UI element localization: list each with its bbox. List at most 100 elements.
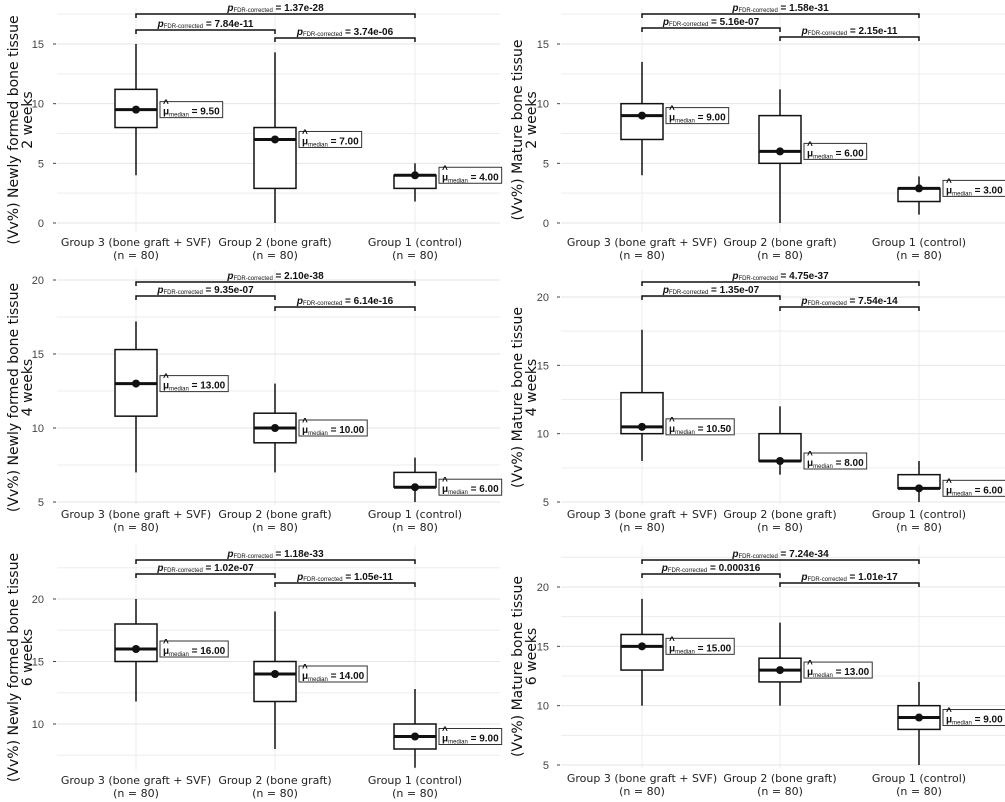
median-label: μmedian = 13.00^: [159, 373, 229, 393]
median-label-text: μmedian = 10.50: [669, 424, 732, 436]
median-value: = 16.00: [189, 646, 226, 657]
p-value-label: pFDR-corrected = 9.35e-07: [156, 285, 254, 296]
significance-bracket: [641, 559, 920, 564]
median-label-box: [298, 419, 368, 437]
significance-bracket: [135, 559, 416, 564]
significance-bracket: [779, 36, 920, 41]
p-value-label: pFDR-corrected = 5.16e-07: [662, 17, 760, 28]
median-label: μmedian = 7.00^: [298, 128, 363, 148]
y-tick-label: 5: [543, 158, 549, 170]
x-tick-label: Group 1 (control): [368, 774, 462, 787]
median-label-text: μmedian = 9.00: [669, 113, 726, 125]
y-axis-label-weeks: 6 weeks: [524, 628, 540, 685]
p-subscript: FDR-corrected: [233, 554, 272, 560]
x-tick-n-label: (n = 80): [896, 785, 942, 798]
p-value: = 3.74e-06: [342, 27, 393, 38]
median-point: [132, 645, 140, 653]
median-point: [271, 424, 279, 432]
median-label-box: [298, 665, 368, 683]
significance-bracket: [274, 37, 416, 42]
p-symbol: p: [801, 26, 808, 37]
hat-symbol: ^: [669, 416, 675, 427]
median-point: [915, 184, 923, 193]
p-symbol: p: [296, 572, 303, 583]
x-tick-label: Group 3 (bone graft + SVF): [567, 236, 717, 249]
mu-subscript: median: [308, 677, 328, 683]
x-tick-label: Group 3 (bone graft + SVF): [61, 236, 211, 249]
p-symbol: p: [226, 271, 233, 282]
y-tick-label: 15: [32, 39, 44, 51]
p-value-label: pFDR-corrected = 6.14e-16: [296, 296, 394, 307]
significance-bracket: [274, 306, 416, 311]
hat-symbol: ^: [442, 726, 448, 737]
p-subscript: FDR-corrected: [164, 24, 203, 30]
mu-symbol: μ: [302, 425, 308, 436]
median-label-box: [438, 166, 503, 184]
x-tick-label: Group 3 (bone graft + SVF): [567, 508, 717, 521]
median-value: = 6.00: [972, 485, 1003, 496]
y-axis-label: (Vv%) Newly formed bone tissue: [6, 283, 22, 512]
mu-subscript: median: [675, 119, 695, 125]
mu-subscript: median: [813, 154, 833, 160]
y-axis-label-weeks: 2 weeks: [20, 91, 36, 148]
box: [758, 114, 802, 165]
median-label-text: μmedian = 9.00: [442, 734, 499, 746]
mu-symbol: μ: [669, 643, 675, 654]
x-tick-n-label: (n = 80): [896, 521, 942, 534]
median-label: μmedian = 4.00^: [438, 164, 503, 184]
mu-subscript: median: [169, 387, 189, 393]
y-tick-label: 5: [38, 158, 44, 170]
x-tick-n-label: (n = 80): [619, 785, 665, 798]
median-label-text: μmedian = 8.00: [807, 458, 864, 470]
mu-subscript: median: [169, 652, 189, 658]
p-value-label: pFDR-corrected = 1.58e-31: [731, 3, 829, 14]
median-label-text: μmedian = 15.00: [669, 643, 732, 655]
mu-symbol: μ: [807, 148, 813, 159]
median-value: = 9.50: [189, 107, 220, 118]
mu-subscript: median: [448, 740, 468, 746]
mu-symbol: μ: [946, 185, 952, 196]
median-label: μmedian = 13.00^: [803, 659, 873, 679]
x-tick-n-label: (n = 80): [392, 521, 438, 534]
p-value-label: pFDR-corrected = 1.35e-07: [662, 285, 760, 296]
y-axis-label: (Vv%) Newly formed bone tissue: [6, 15, 22, 244]
y-tick-label: 10: [32, 719, 44, 731]
median-point: [776, 457, 784, 465]
y-tick-label: 0: [38, 218, 44, 230]
x-tick-n-label: (n = 80): [392, 787, 438, 800]
significance-bracket: [135, 29, 276, 34]
significance-bracket: [641, 13, 920, 18]
mu-subscript: median: [952, 191, 972, 197]
box: [758, 432, 802, 462]
x-tick-label: Group 2 (bone graft): [218, 508, 331, 521]
median-value: = 8.00: [833, 458, 864, 469]
y-tick-label: 20: [32, 594, 44, 606]
median-label-text: μmedian = 9.50: [163, 107, 220, 119]
hat-symbol: ^: [946, 177, 952, 188]
x-tick-label: Group 1 (control): [368, 236, 462, 249]
y-tick-label: 10: [32, 423, 44, 435]
p-value: = 7.24e-34: [778, 549, 829, 560]
median-value: = 13.00: [189, 381, 226, 392]
y-tick-label: 20: [537, 582, 549, 594]
significance-bracket: [274, 582, 416, 587]
p-value: = 0.000316: [707, 563, 761, 574]
median-label-text: μmedian = 6.00: [807, 148, 864, 160]
box: [114, 623, 158, 663]
mu-symbol: μ: [163, 381, 169, 392]
p-subscript: FDR-corrected: [738, 554, 777, 560]
median-label: μmedian = 16.00^: [159, 638, 229, 658]
box: [620, 102, 664, 141]
median-label-box: [298, 130, 363, 148]
p-value-label: pFDR-corrected = 3.74e-06: [296, 27, 394, 38]
p-value: = 1.35e-07: [708, 285, 759, 296]
y-tick-label: 20: [32, 275, 44, 287]
x-tick-label: Group 2 (bone graft): [723, 772, 836, 785]
median-label-text: μmedian = 4.00: [442, 172, 499, 184]
median-label-box: [942, 179, 1005, 197]
p-subscript: FDR-corrected: [303, 32, 342, 38]
x-tick-label: Group 2 (bone graft): [723, 508, 836, 521]
